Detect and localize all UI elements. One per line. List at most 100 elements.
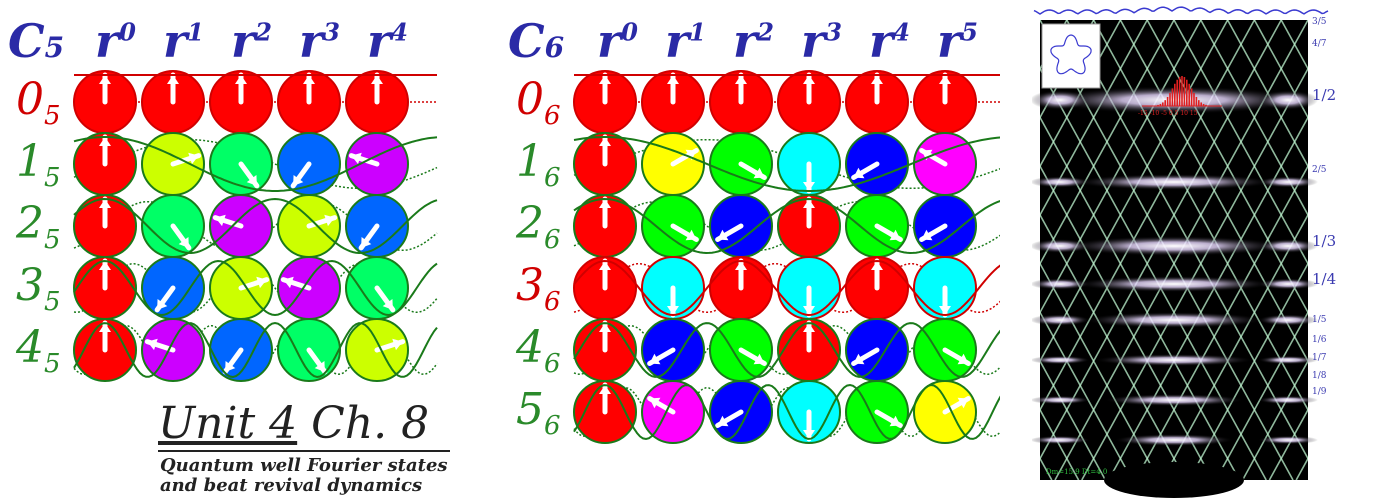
histogram-bar [1166, 96, 1169, 106]
bottom-funnel [1104, 462, 1244, 498]
histogram-bar [1198, 100, 1200, 106]
revival-glow-band [1074, 276, 1274, 292]
revival-fraction-label: 1/2 [1312, 86, 1336, 104]
phasor-arrowhead [215, 214, 226, 227]
row-label-subscript: 5 [44, 224, 61, 255]
phasor-arrowhead [99, 323, 111, 332]
row-label-digit: 2 [16, 198, 44, 249]
row-label-2: 26 [516, 198, 561, 255]
power-header-base: r [163, 14, 188, 68]
revival-glow-band [1104, 394, 1244, 406]
revival-fraction-label: 1/8 [1312, 371, 1327, 381]
revival-glow-edge [1032, 395, 1090, 405]
phasor-arrowhead [667, 306, 679, 315]
row-label-subscript: 5 [44, 348, 61, 379]
row-label-digit: 4 [516, 322, 544, 373]
initial-wavepacket-line [1033, 6, 1329, 15]
power-header-r1: r1 [163, 14, 204, 68]
phasor-arrowhead [99, 75, 111, 84]
power-header-base: r [367, 14, 392, 68]
power-header-exponent: 2 [757, 17, 774, 47]
phasor-arrowhead [685, 149, 697, 161]
revival-glow-band [1114, 434, 1234, 446]
phasor-arrowhead [324, 214, 335, 227]
phasor-arrowhead [871, 75, 883, 84]
carpet-ray [1377, 20, 1383, 480]
row-label-digit: 1 [516, 136, 544, 187]
histogram-bar [1188, 83, 1190, 106]
power-header-exponent: 2 [255, 17, 272, 47]
revival-glow-edge [1032, 239, 1090, 253]
phasor-arrowhead [753, 167, 765, 179]
phasor-arrowhead [853, 353, 865, 365]
unit-label: Unit 4 [158, 398, 298, 449]
phasor-arrowhead [99, 199, 111, 208]
group6-header-name: C6 [508, 14, 565, 68]
histogram-bar [1195, 96, 1198, 106]
title-underline [158, 450, 450, 452]
phasor-arrowhead [246, 175, 257, 186]
histogram-bar [1174, 83, 1176, 106]
power-header-exponent: 0 [119, 17, 136, 47]
real-wave-line [573, 383, 1000, 441]
revival-glow-edge [1258, 435, 1318, 445]
revival-fraction-label: 1/3 [1312, 232, 1336, 250]
power-header-exponent: 3 [323, 17, 340, 47]
phasor-arrowhead [157, 299, 168, 310]
revival-glow-band [1084, 312, 1264, 328]
row-label-0: 06 [516, 74, 561, 131]
row-label-digit: 0 [16, 74, 44, 125]
power-header-r2: r2 [733, 14, 774, 68]
histogram-bar [1190, 88, 1193, 106]
phasor-arrowhead [649, 397, 661, 409]
power-header-exponent: 1 [689, 17, 706, 47]
histogram-bar [1164, 100, 1166, 106]
phasor-arrowhead [803, 199, 815, 208]
power-header-base: r [937, 14, 962, 68]
histogram-axis-labels: -15 -10 -5 0 5 10 15 [1138, 110, 1198, 117]
revival-glow-band [1074, 174, 1274, 190]
histogram-bar [1181, 76, 1183, 106]
revival-fraction-label: 1/4 [1312, 270, 1336, 288]
unit-chapter-title: Unit 4 Ch. 8 [158, 398, 429, 449]
power-header-r3: r3 [299, 14, 340, 68]
histogram-bar [1162, 102, 1164, 106]
histogram-bar [1186, 79, 1188, 106]
row-label-3: 35 [16, 260, 61, 317]
inset-box [1041, 23, 1101, 89]
phasor-arrowhead [753, 353, 765, 365]
row-label-digit: 4 [16, 322, 44, 373]
phasor-arrowhead [178, 237, 189, 248]
carpet-ray [1350, 20, 1383, 480]
phasor-arrowhead [599, 385, 611, 394]
row-label-subscript: 5 [44, 286, 61, 317]
row-label-digit: 3 [516, 260, 544, 311]
power-header-base: r [733, 14, 758, 68]
phasor-arrowhead [649, 353, 661, 365]
revival-glow-edge [1032, 278, 1090, 290]
row-label-5: 56 [516, 384, 561, 441]
row-label-subscript: 6 [544, 410, 561, 441]
phasor-arrowhead [351, 152, 362, 165]
revival-carpet-panel: -15 -10 -5 0 5 10 15 3/5 4/7 1/2 2/5 1/3 1/4 1/… [1032, 6, 1383, 498]
revival-glow-band [1064, 236, 1284, 256]
row-label-subscript: 6 [544, 100, 561, 131]
revival-fraction-label: 4/7 [1312, 39, 1327, 49]
row-label-3: 36 [516, 260, 561, 317]
power-header-exponent: 3 [825, 17, 842, 47]
phasor-arrowhead [599, 199, 611, 208]
row-label-subscript: 5 [44, 162, 61, 193]
carpet-ray [1335, 20, 1383, 480]
row-label-2: 25 [16, 198, 61, 255]
phasor-arrowhead [803, 430, 815, 439]
phasor-arrowhead [667, 75, 679, 84]
power-header-r0: r0 [95, 14, 136, 68]
carpet-ray [1040, 310, 1133, 480]
phasor-arrowhead [939, 75, 951, 84]
revival-glow-edge [1032, 90, 1090, 110]
power-header-r4: r4 [367, 14, 408, 68]
power-header-exponent: 1 [187, 17, 204, 47]
phasor-arrowhead [803, 323, 815, 332]
real-wave-line [573, 322, 1000, 378]
real-wave-line [73, 197, 438, 255]
